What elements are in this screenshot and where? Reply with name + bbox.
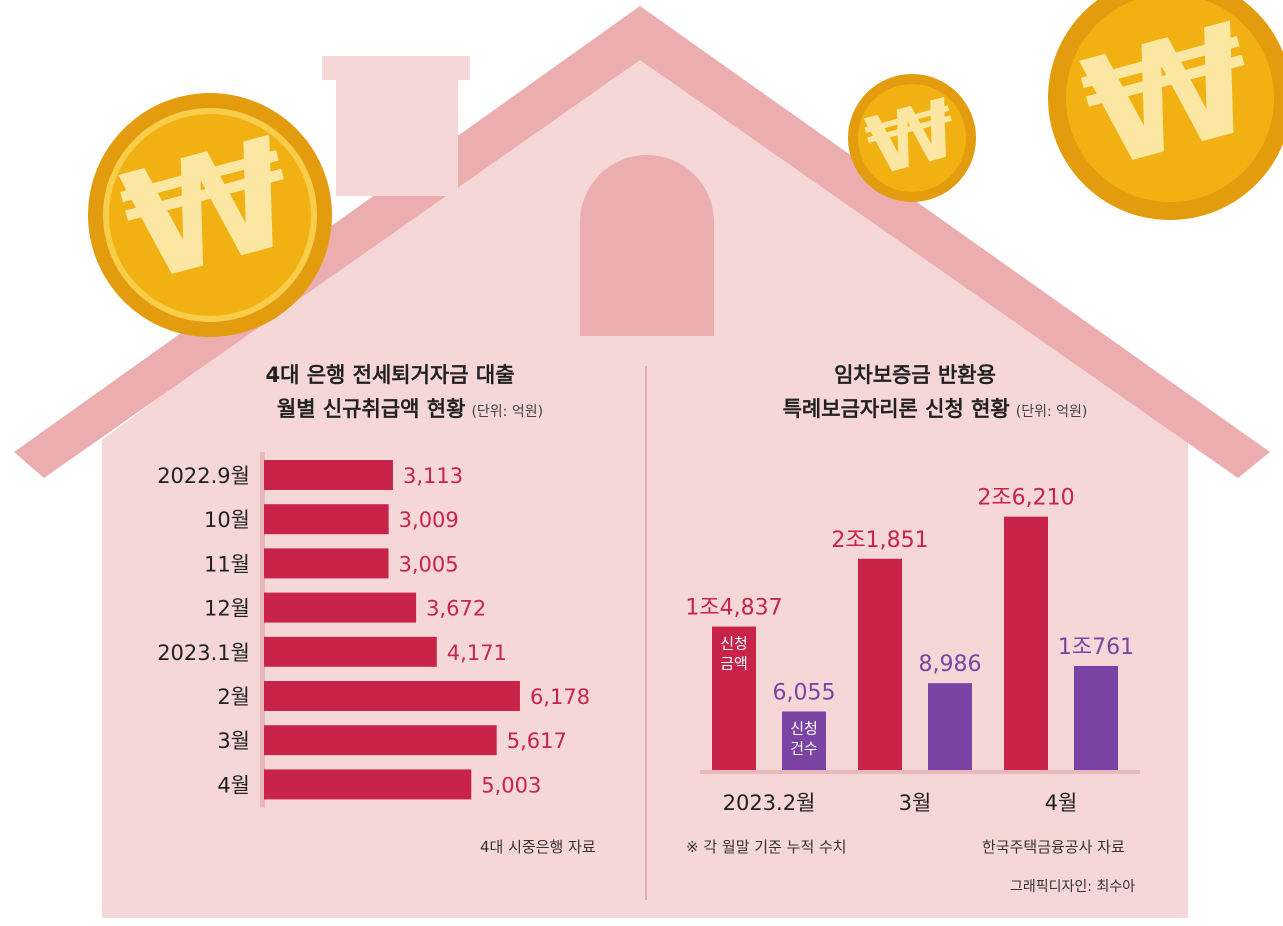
attic-window bbox=[580, 155, 714, 336]
left-title-line2: 월별 신규취급액 현황 (단위: 억원) bbox=[150, 392, 630, 429]
left-value-label: 3,009 bbox=[399, 508, 459, 532]
chimney bbox=[336, 76, 458, 196]
won-coin-icon: ₩ bbox=[88, 93, 332, 337]
series-name-label: 건수 bbox=[790, 739, 818, 757]
right-value-label: 2조1,851 bbox=[831, 528, 928, 553]
left-bar bbox=[264, 769, 472, 800]
left-bar bbox=[264, 592, 417, 623]
left-category-label: 11월 bbox=[204, 552, 250, 576]
count-bar bbox=[782, 711, 826, 770]
right-title-line2: 특례보금자리론 신청 현황 (단위: 억원) bbox=[680, 392, 1150, 429]
chimney-cap bbox=[322, 56, 470, 80]
count-bar bbox=[1074, 665, 1118, 770]
left-value-label: 3,005 bbox=[398, 552, 458, 576]
graphic-credit: 그래픽디자인: 최수아 bbox=[1010, 879, 1136, 895]
left-category-label: 2022.9월 bbox=[157, 464, 250, 488]
won-coin-icon: ₩ bbox=[1048, 0, 1283, 220]
right-source: 한국주택금융공사 자료 bbox=[982, 838, 1125, 856]
left-bar bbox=[264, 504, 389, 535]
right-chart-title: 임차보증금 반환용 특례보금자리론 신청 현황 (단위: 억원) bbox=[680, 358, 1150, 429]
amount-bar bbox=[712, 626, 756, 770]
right-baseline bbox=[700, 770, 1140, 774]
right-note: ※ 각 월말 기준 누적 수치 bbox=[686, 838, 847, 856]
right-unit-label: (단위: 억원) bbox=[1015, 404, 1088, 420]
left-category-label: 10월 bbox=[204, 508, 250, 532]
left-title-line1: 4대 은행 전세퇴거자금 대출 bbox=[265, 363, 515, 387]
right-value-label: 6,055 bbox=[773, 680, 836, 705]
series-name-label: 신청 bbox=[720, 635, 748, 653]
left-category-label: 3월 bbox=[217, 729, 250, 753]
right-bar-chart: 1조4,837신청금액6,055신청건수2023.2월2조1,8518,9863… bbox=[685, 486, 1140, 815]
amount-bar bbox=[858, 558, 902, 770]
left-value-label: 4,171 bbox=[447, 641, 507, 665]
left-bar bbox=[264, 681, 520, 711]
right-value-label: 2조6,210 bbox=[977, 486, 1074, 511]
left-title-line2-text: 월별 신규취급액 현황 bbox=[276, 397, 466, 421]
left-axis-line bbox=[260, 452, 265, 808]
left-bar-chart: 2022.9월 3,113 10월 3,009 11월 3,005 12월 3,672 2023… bbox=[157, 452, 590, 808]
right-title-line2-text: 특례보금자리론 신청 현황 bbox=[782, 397, 1010, 421]
left-source: 4대 시중은행 자료 bbox=[480, 838, 596, 856]
right-category-label: 3월 bbox=[899, 791, 932, 815]
left-value-label: 3,113 bbox=[403, 464, 463, 488]
amount-bar bbox=[1004, 516, 1048, 770]
left-chart-title: 4대 은행 전세퇴거자금 대출 월별 신규취급액 현황 (단위: 억원) bbox=[150, 358, 630, 429]
series-name-label: 금액 bbox=[720, 655, 748, 673]
left-bar bbox=[264, 460, 393, 490]
right-value-label: 1조761 bbox=[1058, 635, 1134, 660]
right-value-label: 1조4,837 bbox=[685, 596, 782, 621]
left-value-label: 5,617 bbox=[507, 729, 567, 753]
right-title-line1: 임차보증금 반환용 bbox=[834, 363, 996, 387]
series-name-label: 신청 bbox=[790, 719, 818, 737]
left-value-label: 3,672 bbox=[426, 597, 486, 621]
won-coin-icon: ₩ bbox=[848, 74, 976, 202]
left-category-label: 2월 bbox=[217, 685, 250, 709]
right-value-label: 8,986 bbox=[919, 652, 982, 677]
left-value-label: 6,178 bbox=[530, 685, 590, 709]
left-category-label: 4월 bbox=[217, 773, 250, 797]
count-bar bbox=[928, 683, 972, 770]
left-bar bbox=[264, 548, 389, 579]
left-unit-label: (단위: 억원) bbox=[471, 404, 544, 420]
left-category-label: 2023.1월 bbox=[157, 641, 250, 665]
left-value-label: 5,003 bbox=[481, 773, 541, 797]
right-category-label: 2023.2월 bbox=[723, 791, 816, 815]
left-bar bbox=[264, 636, 437, 667]
right-category-label: 4월 bbox=[1045, 791, 1078, 815]
left-bar bbox=[264, 725, 497, 756]
left-category-label: 12월 bbox=[204, 597, 250, 621]
